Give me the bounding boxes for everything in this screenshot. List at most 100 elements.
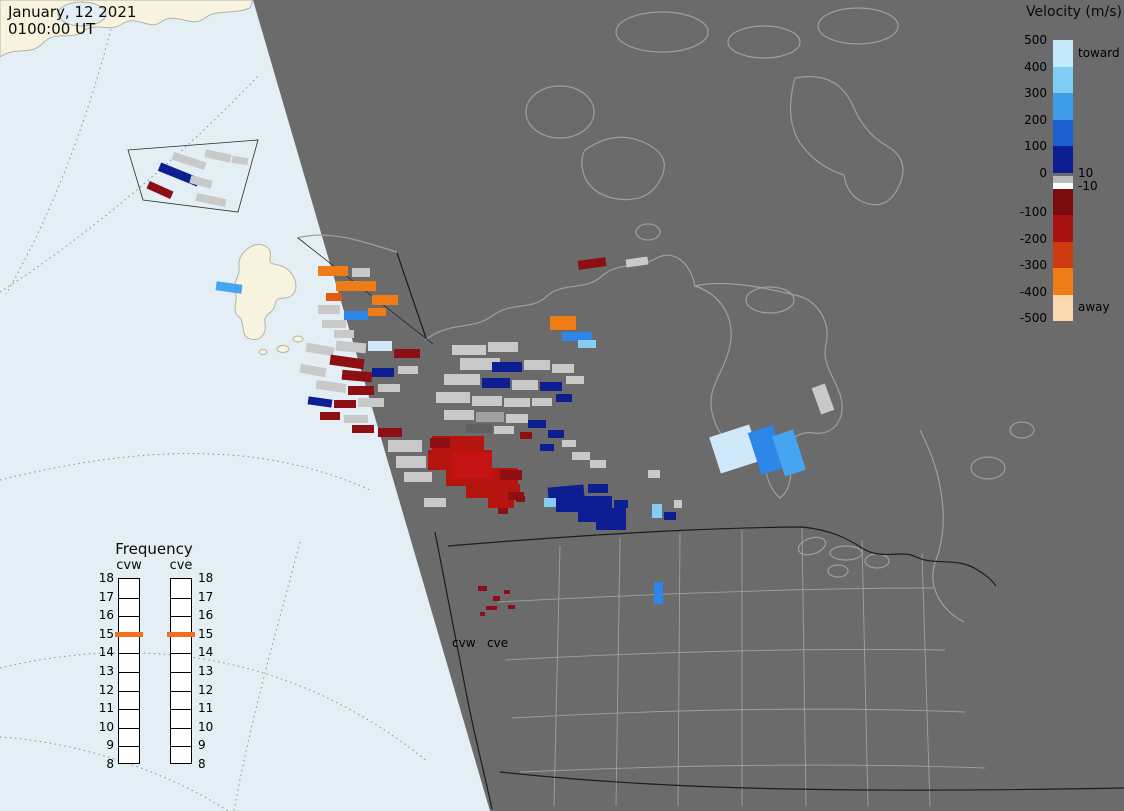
velocity-patch bbox=[578, 508, 626, 522]
velocity-patch bbox=[318, 305, 340, 314]
velocity-patch bbox=[452, 452, 492, 478]
colorbar-segment bbox=[1053, 215, 1073, 242]
frequency-tick-line bbox=[119, 746, 139, 748]
velocity-patch bbox=[654, 582, 663, 604]
velocity-patch bbox=[334, 400, 356, 408]
velocity-patch bbox=[368, 341, 392, 351]
frequency-tick-line bbox=[171, 653, 191, 655]
velocity-patch bbox=[352, 425, 374, 433]
velocity-patch bbox=[648, 470, 660, 478]
velocity-patch bbox=[480, 612, 485, 616]
velocity-patch bbox=[504, 590, 510, 594]
velocity-patch bbox=[498, 508, 508, 514]
island bbox=[258, 349, 268, 355]
colorbar-segment bbox=[1053, 93, 1073, 120]
velocity-patch bbox=[341, 369, 373, 383]
velocity-patch bbox=[478, 586, 487, 591]
frequency-legend: Frequency cvw cve 18 18 17 17 16 16 15 15 14 14 13… bbox=[86, 540, 226, 780]
velocity-patch bbox=[394, 349, 420, 358]
velocity-patch bbox=[320, 412, 340, 420]
frequency-tick-label: 8 bbox=[106, 757, 114, 771]
radar-fov-outlines bbox=[127, 139, 434, 345]
frequency-marker bbox=[115, 631, 143, 637]
colorbar-segment bbox=[1053, 268, 1073, 295]
velocity-tick-label: 500 bbox=[1024, 33, 1047, 47]
velocity-patch bbox=[512, 380, 538, 390]
velocity-tick-label: 100 bbox=[1024, 139, 1047, 153]
frequency-tick-line bbox=[119, 653, 139, 655]
frequency-tick-label: 11 bbox=[198, 701, 214, 716]
timestamp-block: January, 12 2021 0100:00 UT bbox=[8, 4, 136, 38]
velocity-patch bbox=[146, 181, 174, 199]
velocity-patch bbox=[562, 440, 576, 447]
velocity-patch bbox=[189, 175, 213, 189]
velocity-patch bbox=[532, 398, 552, 406]
velocity-patch bbox=[404, 472, 432, 482]
velocity-patch bbox=[664, 512, 676, 520]
state-boundaries bbox=[497, 527, 986, 807]
away-label: away bbox=[1078, 300, 1110, 314]
country-borders bbox=[396, 252, 1124, 810]
frequency-tick-label: 11 bbox=[98, 701, 114, 716]
velocity-patch bbox=[500, 470, 522, 480]
frequency-tick-label: 15 bbox=[98, 626, 114, 641]
velocity-patch bbox=[492, 362, 522, 372]
velocity-patch bbox=[494, 426, 514, 434]
velocity-patch bbox=[811, 383, 835, 415]
velocity-patch bbox=[625, 256, 649, 268]
frequency-tick-line bbox=[119, 616, 139, 618]
velocity-patch bbox=[378, 428, 402, 437]
velocity-patch bbox=[472, 396, 502, 406]
frequency-tick-line bbox=[171, 672, 191, 673]
velocity-patch bbox=[540, 382, 562, 391]
velocity-patch bbox=[588, 484, 608, 493]
frequency-tick-label: 17 bbox=[198, 589, 214, 604]
velocity-patch bbox=[335, 340, 367, 354]
velocity-patch bbox=[171, 151, 207, 171]
velocity-patch bbox=[334, 330, 354, 338]
velocity-patch bbox=[652, 504, 662, 518]
frequency-tick-label: 16 bbox=[198, 608, 214, 623]
velocity-patch bbox=[488, 342, 518, 352]
frequency-tick-line bbox=[119, 597, 139, 599]
velocity-patch bbox=[299, 363, 327, 378]
frequency-tick-line bbox=[171, 616, 191, 618]
velocity-legend-title: Velocity (m/s) bbox=[1026, 4, 1122, 20]
velocity-patch bbox=[372, 295, 398, 305]
frequency-ladder-cve bbox=[170, 578, 192, 764]
velocity-patch bbox=[524, 360, 550, 370]
frequency-tick-label: 18 bbox=[198, 571, 214, 585]
frequency-column-cve: cve bbox=[169, 558, 193, 573]
velocity-patch bbox=[556, 394, 572, 402]
frequency-tick-label: 12 bbox=[198, 682, 214, 697]
colorbar-segment bbox=[1053, 294, 1073, 321]
velocity-patch bbox=[396, 456, 426, 468]
velocity-patch bbox=[572, 452, 590, 460]
velocity-patch bbox=[504, 398, 530, 407]
velocity-patch bbox=[540, 444, 554, 451]
velocity-patch bbox=[424, 498, 446, 507]
north-america-landmass bbox=[253, 0, 1124, 811]
frequency-legend-title: Frequency bbox=[115, 540, 193, 558]
frequency-tick-label: 9 bbox=[106, 738, 114, 753]
velocity-tick-label: 400 bbox=[1024, 59, 1047, 74]
frequency-tick-line bbox=[119, 727, 139, 729]
velocity-patch bbox=[215, 281, 243, 294]
velocity-tick-label: -100 bbox=[1019, 205, 1047, 219]
velocity-tick-label: 200 bbox=[1024, 112, 1047, 127]
frequency-tick-line bbox=[171, 690, 191, 692]
velocity-patch bbox=[674, 500, 682, 508]
frequency-ladder-cvw bbox=[118, 578, 140, 764]
velocity-patch bbox=[550, 316, 576, 330]
velocity-patch bbox=[372, 368, 394, 377]
frequency-tick-label: 14 bbox=[98, 645, 114, 660]
frequency-tick-line bbox=[171, 597, 191, 599]
velocity-patch bbox=[528, 420, 546, 428]
velocity-patch bbox=[466, 484, 520, 498]
velocity-patch bbox=[544, 498, 556, 507]
velocity-patch bbox=[482, 378, 510, 388]
velocity-patch bbox=[590, 460, 606, 468]
frequency-tick-label: 8 bbox=[198, 757, 206, 771]
frequency-tick-label: 13 bbox=[198, 664, 214, 678]
